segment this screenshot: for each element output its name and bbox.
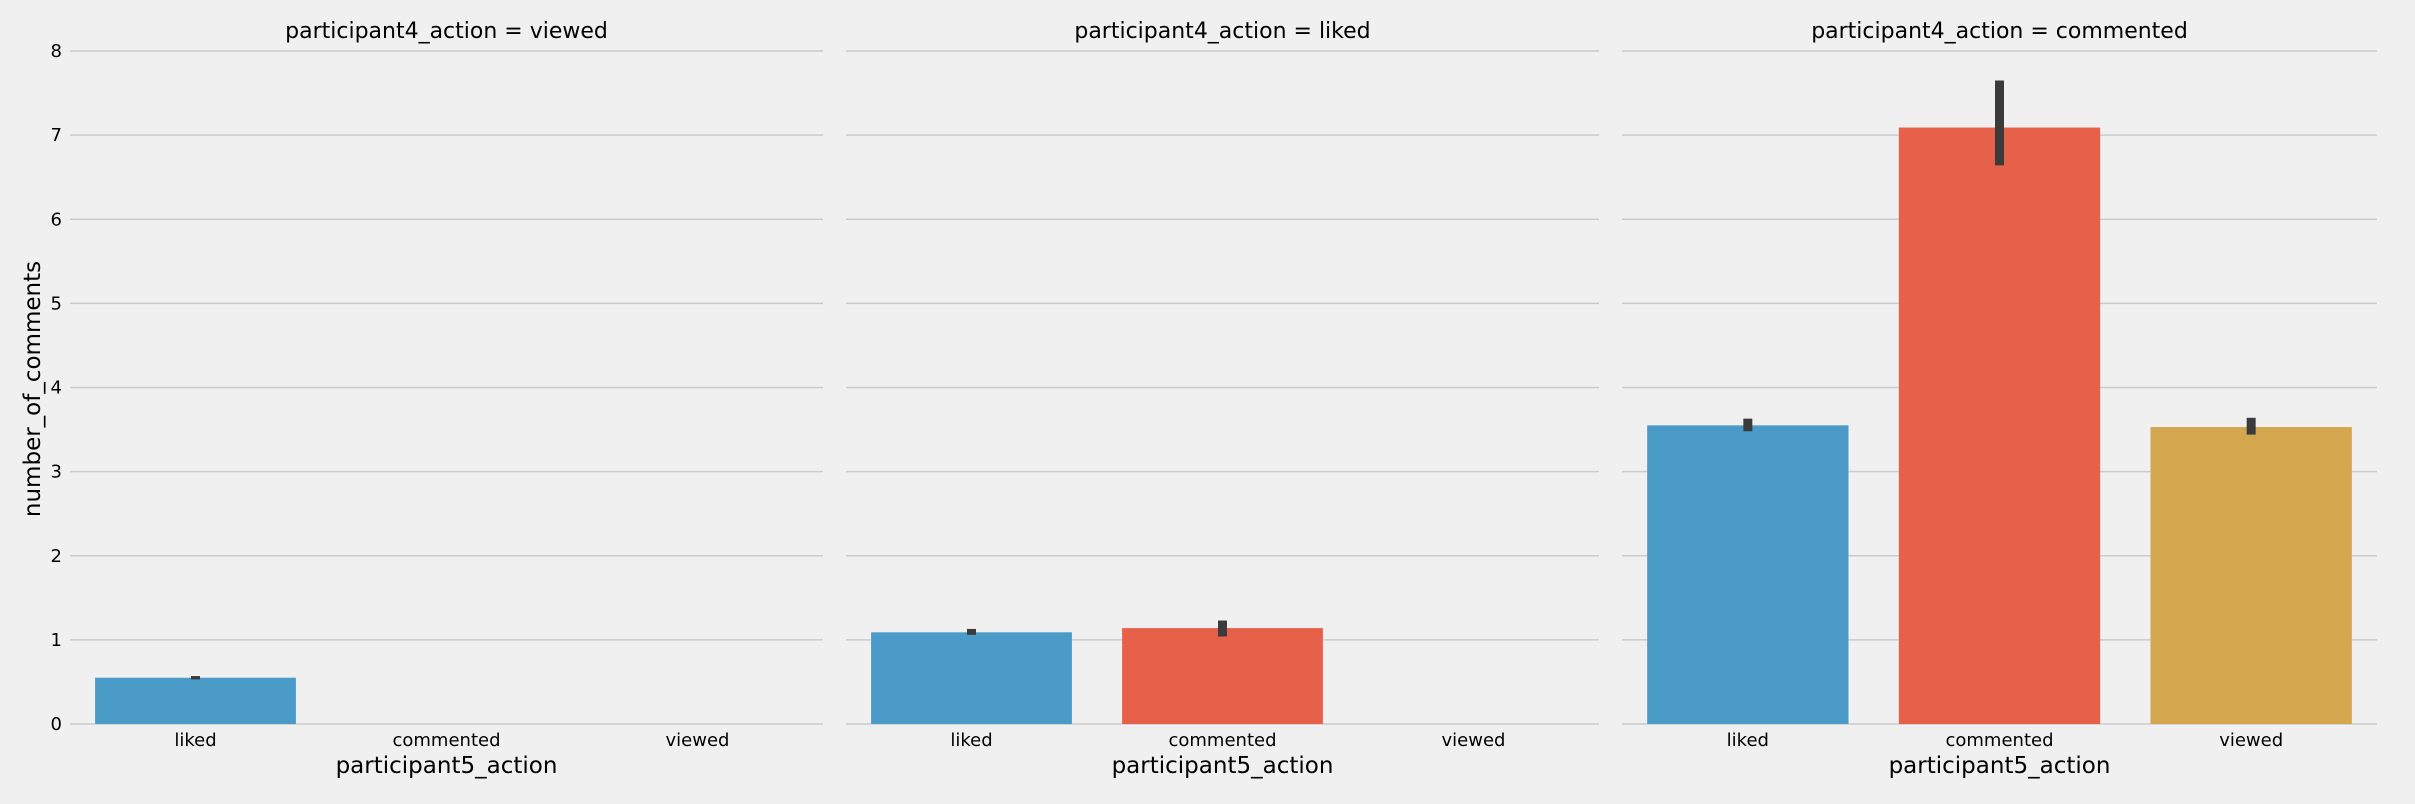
y-tick-label: 1: [51, 630, 62, 651]
bar-liked: [1647, 425, 1849, 724]
x-tick-label: viewed: [666, 730, 730, 751]
x-tick-label: liked: [950, 730, 992, 751]
x-tick-label: commented: [1945, 730, 2053, 751]
x-tick-label: viewed: [2219, 730, 2283, 751]
x-tick-label: liked: [174, 730, 216, 751]
bar-commented: [1898, 127, 2101, 724]
x-axis-label: participant5_action: [1112, 753, 1334, 779]
x-tick-label: commented: [392, 730, 500, 751]
y-tick-label: 7: [51, 125, 62, 146]
text-layer: participant4_action = viewed liked comment…: [51, 19, 2284, 779]
bar-liked: [871, 632, 1072, 724]
y-tick-label: 5: [51, 293, 62, 314]
x-tick-label: commented: [1168, 730, 1276, 751]
bar-layer: [95, 127, 2352, 724]
y-tick-label: 0: [51, 714, 62, 735]
y-tick-label: 3: [51, 462, 62, 483]
bar-viewed: [2150, 427, 2352, 724]
errorbar-layer: [191, 80, 2256, 680]
bar-commented: [1122, 628, 1323, 724]
facet-title: participant4_action = commented: [1811, 19, 2188, 44]
y-axis-label: number_of_comments: [20, 261, 46, 517]
y-tick-label: 6: [51, 209, 62, 230]
y-tick-label: 2: [51, 546, 62, 567]
facet-title: participant4_action = viewed: [285, 19, 608, 44]
x-axis-label: participant5_action: [1889, 753, 2111, 779]
bar-liked: [95, 677, 296, 724]
x-axis-label: participant5_action: [336, 753, 558, 779]
y-tick-label: 8: [51, 41, 62, 62]
facet-title: participant4_action = liked: [1074, 19, 1370, 44]
x-tick-label: liked: [1727, 730, 1769, 751]
y-tick-label: 4: [51, 378, 62, 399]
x-tick-label: viewed: [1442, 730, 1506, 751]
